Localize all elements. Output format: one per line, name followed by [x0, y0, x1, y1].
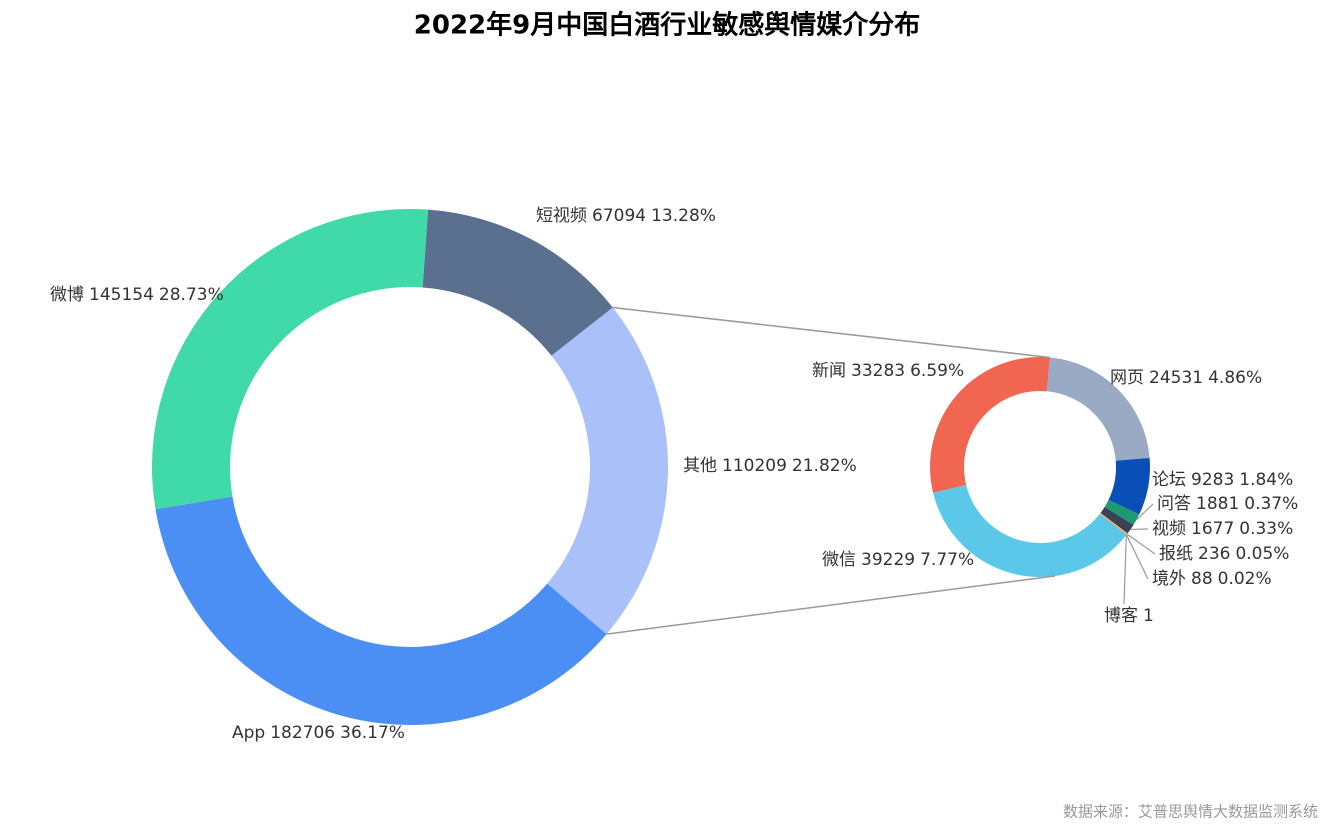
label-name: 微信 [822, 550, 856, 570]
label-name: 其他 [683, 456, 717, 476]
data-label: 微信 39229 7.77% [822, 550, 974, 570]
label-name: 博客 [1104, 606, 1138, 626]
label-percent: 0.05% [1235, 544, 1289, 564]
data-label: 问答 1881 0.37% [1157, 494, 1298, 514]
label-name: 新闻 [812, 361, 846, 381]
label-value: 33283 [851, 361, 905, 381]
label-percent: 1.84% [1239, 470, 1293, 490]
donut-slice [1046, 357, 1150, 461]
connector-line [606, 575, 1056, 635]
leader-line [1125, 534, 1149, 580]
label-value: 88 [1191, 569, 1213, 589]
donut-slice [1108, 457, 1150, 515]
data-label: 博客 1 [1104, 606, 1154, 626]
chart-title: 2022年9月中国白酒行业敏感舆情媒介分布 [414, 10, 920, 41]
data-label: App 182706 36.17% [232, 723, 405, 743]
donut-slice [1104, 499, 1140, 525]
leader-line [1136, 503, 1154, 521]
label-percent: 28.73% [159, 285, 224, 305]
label-value: 67094 [592, 206, 646, 226]
donut-slice [1100, 506, 1134, 534]
label-value: 182706 [270, 723, 335, 743]
label-percent: 0.37% [1244, 494, 1298, 514]
leader-line [1123, 535, 1127, 605]
label-percent: 0.33% [1239, 519, 1293, 539]
donut-slice [1099, 513, 1127, 536]
donut-slice [422, 209, 613, 356]
label-value: 1 [1143, 606, 1154, 626]
leader-line [1126, 533, 1156, 555]
label-name: 境外 [1152, 569, 1186, 589]
data-label: 微博 145154 28.73% [50, 285, 224, 305]
donut-slice [933, 484, 1127, 578]
label-percent: 7.77% [920, 550, 974, 570]
donut-slice [152, 209, 429, 510]
label-name: 报纸 [1159, 544, 1193, 564]
label-name: 网页 [1110, 368, 1144, 388]
data-label: 报纸 236 0.05% [1159, 544, 1289, 564]
donut-slice [930, 357, 1050, 493]
label-name: 短视频 [536, 206, 587, 226]
data-label: 论坛 9283 1.84% [1152, 470, 1293, 490]
label-name: App [232, 723, 265, 743]
label-value: 145154 [89, 285, 154, 305]
label-value: 110209 [722, 456, 787, 476]
label-percent: 36.17% [340, 723, 405, 743]
donut-slice [1099, 512, 1128, 535]
source-note: 数据来源：艾普思舆情大数据监测系统 [1063, 803, 1318, 821]
label-value: 24531 [1149, 368, 1203, 388]
data-label: 境外 88 0.02% [1152, 569, 1272, 589]
label-value: 9283 [1191, 470, 1234, 490]
label-percent: 6.59% [910, 361, 964, 381]
donut-slice [547, 307, 668, 635]
donut-slice [1099, 514, 1127, 536]
data-label: 短视频 67094 13.28% [536, 206, 716, 226]
label-value: 39229 [861, 550, 915, 570]
label-percent: 4.86% [1208, 368, 1262, 388]
label-name: 微博 [50, 285, 84, 305]
label-name: 问答 [1157, 494, 1191, 514]
donut-slice [155, 496, 607, 725]
label-name: 视频 [1152, 519, 1186, 539]
data-label: 网页 24531 4.86% [1110, 368, 1262, 388]
label-percent: 13.28% [651, 206, 716, 226]
label-value: 236 [1198, 544, 1230, 564]
label-percent: 0.02% [1218, 569, 1272, 589]
connector-line [612, 306, 1050, 359]
label-percent: 21.82% [792, 456, 857, 476]
data-label: 其他 110209 21.82% [683, 456, 857, 476]
label-name: 论坛 [1152, 470, 1186, 490]
label-value: 1677 [1191, 519, 1234, 539]
label-value: 1881 [1196, 494, 1239, 514]
data-label: 视频 1677 0.33% [1152, 519, 1293, 539]
data-label: 新闻 33283 6.59% [812, 361, 964, 381]
